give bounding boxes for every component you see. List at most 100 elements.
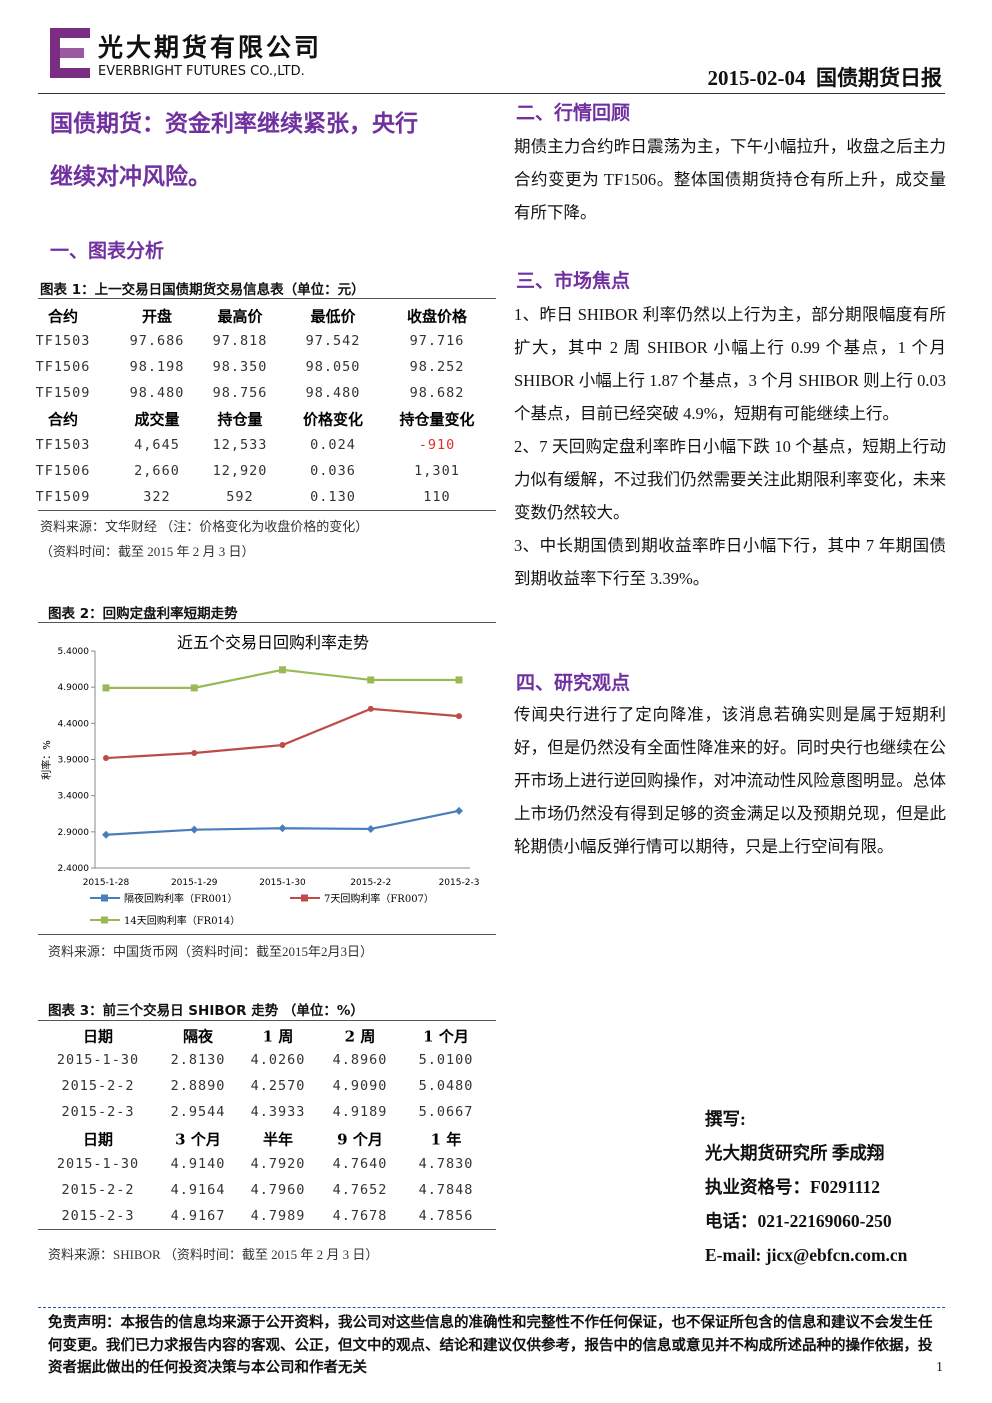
- table-header: 收盘价格: [406, 307, 468, 326]
- chart-rule: [38, 934, 496, 935]
- table-header: 合约: [47, 410, 79, 429]
- table-cell: TF1503: [35, 333, 91, 349]
- section-title: 二、行情回顾: [516, 102, 631, 124]
- point: [191, 749, 198, 756]
- table-cell: 5.0100: [418, 1052, 474, 1068]
- table-cell: 98.480: [129, 385, 185, 401]
- paragraph: 2、7 天回购定盘利率昨日小幅下跌 10 个基点，短期上行动力似有缓解，不过我们…: [514, 437, 946, 522]
- point: [103, 755, 109, 762]
- table-cell: 12,533: [212, 437, 268, 453]
- table-cell: 2.8130: [170, 1052, 226, 1068]
- y-tick-label: 3.4000: [58, 792, 90, 802]
- paragraph: 3、中长期国债到期收益率昨日小幅下行，其中 7 年期国债到期收益率下行至 3.3…: [514, 536, 946, 588]
- table-cell: 2015-2-2: [61, 1182, 135, 1198]
- author-block: 撰写: 光大期货研究所 季成翔 执业资格号：F0291112 电话：021-22…: [705, 1102, 907, 1272]
- table-cell: 4.9090: [332, 1078, 388, 1094]
- table-rule: [38, 1020, 496, 1021]
- table-cell: 2015-1-30: [56, 1156, 140, 1172]
- table-header: 持仓量变化: [399, 410, 475, 429]
- table-cell: 97.686: [129, 333, 185, 349]
- legend-label: 7天回购利率（FR007）: [324, 892, 434, 905]
- y-tick-label: 2.4000: [58, 864, 90, 874]
- legend-marker: [301, 894, 308, 902]
- source: 资料来源：SHIBOR （资料时间：截至 2015 年 2 月 3 日）: [48, 1247, 379, 1262]
- table-cell: 97.818: [212, 333, 268, 349]
- table-cell: 2015-2-3: [61, 1104, 135, 1120]
- y-tick-label: 3.9000: [58, 756, 90, 766]
- source: 资料来源：文华财经 （注：价格变化为收盘价格的变化）: [40, 519, 369, 534]
- table-caption: 图表 1：上一交易日国债期货交易信息表（单位：元）: [40, 282, 365, 298]
- table-cell: 4.9164: [170, 1182, 226, 1198]
- table-cell: 4.9140: [170, 1156, 226, 1172]
- headline: 继续对冲风险。: [50, 164, 211, 190]
- table-header: 3 个月: [175, 1130, 221, 1149]
- y-tick-label: 5.4000: [58, 647, 90, 657]
- table-header: 最高价: [217, 307, 263, 326]
- point: [102, 684, 110, 692]
- table-header: 最低价: [310, 307, 356, 326]
- section-title: 三、市场焦点: [516, 270, 631, 292]
- x-tick-label: 2015-2-3: [439, 878, 480, 888]
- table-cell: 98.050: [305, 359, 361, 375]
- point: [367, 705, 374, 712]
- point: [190, 684, 198, 692]
- table-cell: 4.7920: [250, 1156, 306, 1172]
- table-cell: 4.7830: [418, 1156, 474, 1172]
- source: （资料时间：截至 2015 年 2 月 3 日）: [40, 544, 255, 559]
- company-cn: 光大期货有限公司: [98, 33, 323, 62]
- author-label: 撰写:: [705, 1109, 746, 1129]
- point: [190, 825, 199, 834]
- point: [456, 713, 462, 720]
- point: [102, 830, 110, 839]
- company-en: EVERBRIGHT FUTURES CO.,LTD.: [98, 64, 305, 79]
- table-header: 成交量: [134, 410, 180, 429]
- paragraph: 期债主力合约昨日震荡为主，下午小幅拉升，收盘之后主力合约变更为 TF1506。整…: [514, 137, 946, 222]
- table-cell: 97.716: [409, 333, 465, 349]
- table-cell: 2.8890: [170, 1078, 226, 1094]
- section-title: 一、图表分析: [50, 240, 165, 262]
- author-license: 执业资格号：F0291112: [705, 1177, 881, 1197]
- author-org: 光大期货研究所 季成翔: [705, 1143, 885, 1163]
- table-rule: [38, 298, 496, 299]
- table-cell: 2015-2-3: [61, 1208, 135, 1224]
- table-caption: 图表 3：前三个交易日 SHIBOR 走势 （单位：%）: [48, 1003, 364, 1019]
- table-cell: 4.7856: [418, 1208, 474, 1224]
- table-cell: 2015-2-2: [61, 1078, 135, 1094]
- point: [278, 824, 287, 833]
- point: [455, 676, 463, 684]
- table-header: 9 个月: [337, 1130, 383, 1149]
- table-cell: 4.9167: [170, 1208, 226, 1224]
- table-header: 1 年: [430, 1130, 462, 1149]
- legend-label: 隔夜回购利率（FR001）: [124, 892, 238, 905]
- table-header: 开盘: [141, 307, 173, 326]
- table-cell: 4.7652: [332, 1182, 388, 1198]
- table-cell: 0.130: [310, 489, 356, 505]
- table-header: 半年: [262, 1130, 294, 1149]
- section-body: 期债主力合约昨日震荡为主，下午小幅拉升，收盘之后主力合约变更为 TF1506。整…: [514, 130, 946, 229]
- table-cell: 1,301: [414, 463, 460, 479]
- table-cell: 97.542: [305, 333, 361, 349]
- paragraph: 传闻央行进行了定向降准，该消息若确实则是属于短期利好，但是仍然没有全面性降准来的…: [514, 705, 946, 856]
- table-header: 1 周: [262, 1027, 294, 1046]
- table-header: 合约: [47, 307, 79, 326]
- table-cell: 4.3933: [250, 1104, 306, 1120]
- point: [367, 676, 375, 684]
- table-cell: 98.682: [409, 385, 465, 401]
- table-cell: 98.252: [409, 359, 465, 375]
- y-tick-label: 4.9000: [58, 683, 90, 693]
- point: [279, 742, 286, 749]
- report-title: 2015-02-04 国债期货日报: [708, 62, 943, 92]
- section-body: 1、昨日 SHIBOR 利率仍然以上行为主，部分期限幅度有所扩大，其中 2 周 …: [514, 298, 946, 595]
- series-line: [105, 707, 460, 760]
- table-cell: 12,920: [212, 463, 268, 479]
- date: 2015-02-04: [707, 66, 806, 90]
- table-cell: 4.9189: [332, 1104, 388, 1120]
- table-cell: 98.480: [305, 385, 361, 401]
- table-cell: 98.350: [212, 359, 268, 375]
- table-cell: 4.7960: [250, 1182, 306, 1198]
- table-cell: 5.0667: [418, 1104, 474, 1120]
- point: [366, 824, 375, 833]
- table-cell: 4,645: [134, 437, 180, 453]
- x-tick-label: 2015-1-29: [171, 878, 218, 888]
- table-header: 价格变化: [302, 410, 364, 429]
